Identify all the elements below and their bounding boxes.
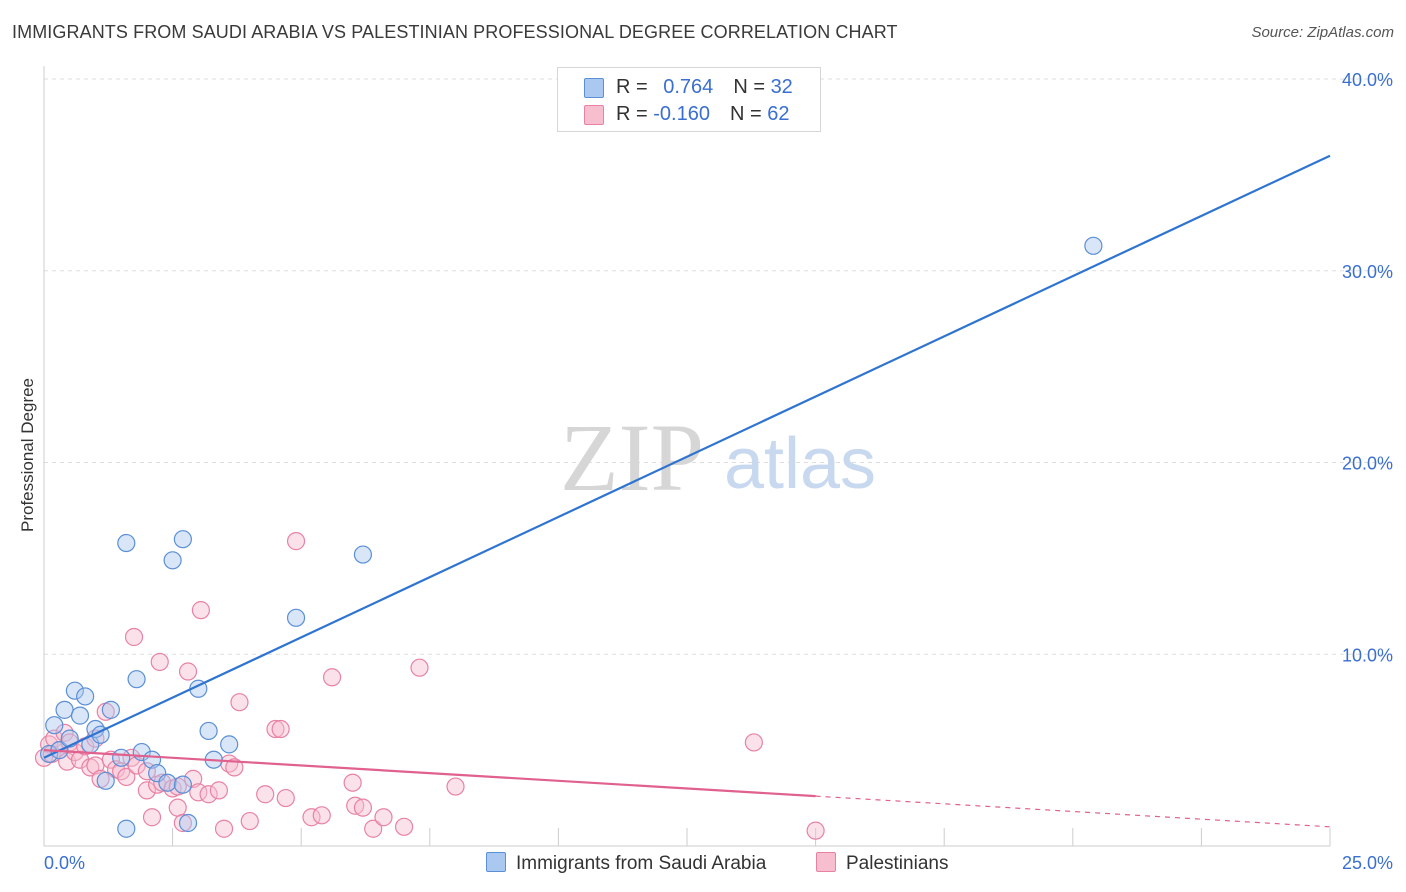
watermark-atlas: atlas bbox=[724, 424, 876, 504]
saudi-arabia-point bbox=[163, 551, 182, 570]
saudi-arabia-point bbox=[117, 819, 136, 838]
saudi-arabia-point bbox=[220, 735, 239, 754]
palestinians-point bbox=[343, 773, 362, 792]
saudi-arabia-point bbox=[117, 533, 136, 553]
saudi-arabia-point bbox=[178, 813, 198, 833]
saudi-arabia-point bbox=[286, 608, 306, 627]
palestinians-point bbox=[230, 693, 249, 712]
palestinians-point bbox=[276, 788, 295, 808]
watermark: ZIP atlas bbox=[560, 404, 876, 511]
palestinians-point bbox=[55, 723, 74, 742]
palestinians-point bbox=[322, 668, 342, 687]
saudi-arabia-point bbox=[173, 775, 192, 794]
saudi-arabia-points bbox=[40, 236, 1103, 838]
saudi-arabia-trend-line bbox=[43, 154, 1331, 759]
palestinians-point bbox=[374, 808, 393, 827]
palestinians-points bbox=[34, 532, 825, 840]
trend-lines bbox=[43, 154, 1331, 828]
palestinians-point bbox=[199, 785, 218, 804]
saudi-arabia-point bbox=[101, 700, 120, 719]
legend-r-label: R = bbox=[616, 103, 654, 125]
palestinians-point bbox=[117, 767, 136, 787]
saudi-arabia-point bbox=[76, 687, 95, 706]
legend-swatch-pink bbox=[816, 852, 836, 872]
palestinians-point bbox=[150, 652, 169, 672]
palestinians-point bbox=[209, 781, 228, 800]
palestinians-point bbox=[173, 813, 192, 833]
x-tick-label-max: 25.0% bbox=[1342, 853, 1393, 873]
saudi-arabia-point bbox=[127, 670, 146, 689]
saudi-arabia-point bbox=[199, 721, 218, 741]
palestinians-point bbox=[446, 777, 465, 796]
x-tick-label-min: 0.0% bbox=[44, 853, 85, 873]
saudi-arabia-point bbox=[55, 700, 74, 719]
palestinians-point bbox=[137, 781, 156, 800]
tick-labels: 10.0% 20.0% 30.0% 40.0% 0.0% 25.0% bbox=[44, 70, 1393, 873]
palestinians-point bbox=[256, 785, 275, 804]
saudi-arabia-point bbox=[65, 681, 84, 700]
palestinians-trend-line bbox=[43, 749, 816, 798]
legend-swatch-blue bbox=[584, 78, 604, 98]
saudi-arabia-point bbox=[96, 771, 115, 790]
palestinians-point bbox=[178, 662, 198, 681]
y-tick-label: 10.0% bbox=[1342, 645, 1393, 665]
palestinians-point bbox=[286, 532, 306, 551]
gridlines bbox=[44, 78, 1395, 655]
legend-swatch-pink bbox=[584, 105, 604, 125]
saudi-arabia-point bbox=[158, 773, 177, 792]
legend-n-value: 32 bbox=[770, 76, 793, 98]
palestinians-point bbox=[364, 819, 383, 838]
saudi-arabia-point bbox=[1084, 236, 1103, 255]
watermark-zip: ZIP bbox=[560, 404, 704, 511]
palestinians-point bbox=[312, 806, 331, 825]
palestinians-point bbox=[266, 719, 285, 739]
palestinians-point bbox=[142, 808, 162, 827]
legend-n-label: N = bbox=[733, 76, 771, 98]
saudi-arabia-point bbox=[70, 706, 90, 725]
y-tick-label: 40.0% bbox=[1342, 70, 1393, 90]
legend-item-palestinians: Palestinians bbox=[816, 852, 948, 876]
palestinians-point bbox=[184, 769, 203, 788]
legend-item-saudi: Immigrants from Saudi Arabia bbox=[486, 852, 766, 876]
legend-n-label: N = bbox=[729, 103, 768, 125]
palestinians-trend-extension bbox=[815, 795, 1331, 828]
legend-r-label: R = bbox=[616, 76, 654, 98]
stats-legend: R = 0.764 N = 32 R = -0.160 N = 62 bbox=[557, 67, 821, 132]
legend-label-palestinians: Palestinians bbox=[846, 853, 949, 874]
palestinians-point bbox=[168, 798, 187, 817]
saudi-arabia-point bbox=[353, 545, 373, 564]
legend-label-saudi: Immigrants from Saudi Arabia bbox=[516, 853, 767, 874]
legend-n-value: 62 bbox=[767, 103, 790, 125]
y-tick-label: 30.0% bbox=[1342, 262, 1393, 282]
palestinians-point bbox=[124, 627, 144, 647]
saudi-arabia-point bbox=[112, 748, 131, 767]
palestinians-point bbox=[394, 817, 414, 836]
palestinians-point bbox=[271, 719, 290, 739]
source-label: Source: ZipAtlas.com bbox=[1251, 24, 1394, 41]
palestinians-point bbox=[744, 733, 763, 752]
legend-swatch-blue bbox=[486, 852, 506, 872]
palestinians-point bbox=[191, 601, 210, 620]
palestinians-point bbox=[240, 811, 259, 831]
legend-r-value: 0.764 bbox=[663, 76, 714, 98]
palestinians-point bbox=[225, 758, 244, 777]
palestinians-point bbox=[410, 658, 429, 677]
chart-title: IMMIGRANTS FROM SAUDI ARABIA VS PALESTIN… bbox=[12, 22, 898, 42]
legend-r-value: -0.160 bbox=[653, 103, 710, 125]
palestinians-point bbox=[214, 819, 234, 838]
palestinians-point bbox=[806, 821, 825, 840]
palestinians-point bbox=[353, 798, 373, 817]
saudi-arabia-point bbox=[45, 716, 64, 735]
axes bbox=[43, 66, 1331, 847]
y-tick-label: 20.0% bbox=[1342, 454, 1393, 474]
saudi-arabia-point bbox=[173, 530, 192, 549]
